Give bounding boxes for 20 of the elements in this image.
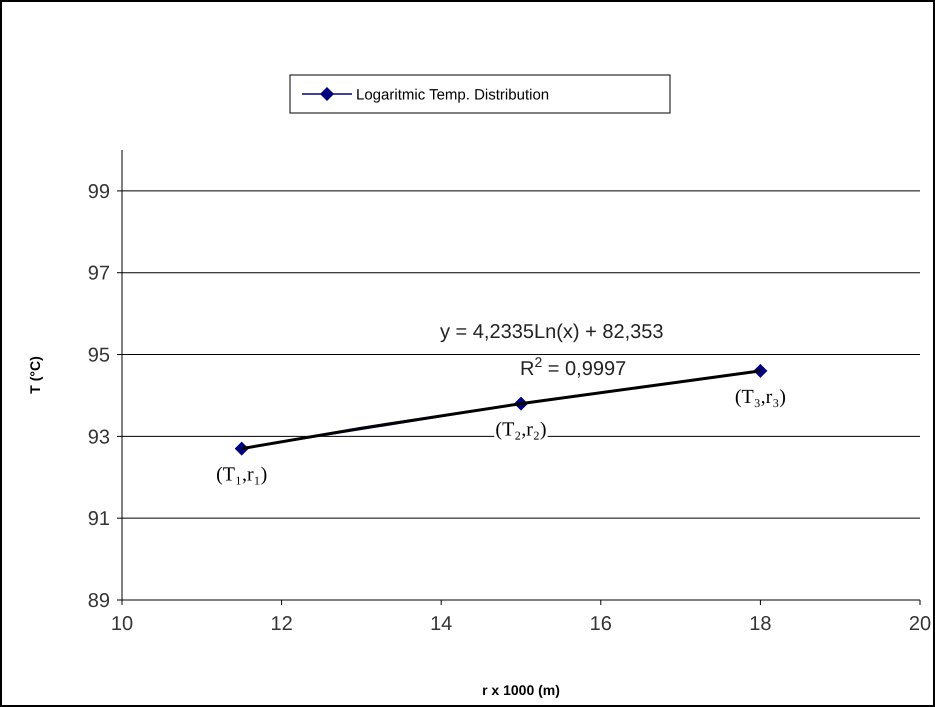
y-axis-title: T (°C) bbox=[27, 356, 43, 394]
y-tick-label: 93 bbox=[88, 426, 110, 448]
annotation: R$^{2}$ = 0,9997 bbox=[520, 354, 626, 380]
annotation: (T₃,r₃) bbox=[734, 386, 786, 408]
y-tick-label: 97 bbox=[88, 262, 110, 285]
annotation: y = 4,2335Ln(x) + 82,353 bbox=[440, 321, 664, 343]
x-tick-label: 16 bbox=[590, 613, 612, 635]
annotation: (T₁,r₁) bbox=[216, 464, 268, 486]
y-tick-label: 91 bbox=[88, 508, 110, 530]
x-tick-label: 18 bbox=[749, 613, 772, 635]
x-tick-label: 20 bbox=[908, 613, 932, 635]
x-tick-label: 10 bbox=[110, 613, 134, 635]
y-tick-label: 99 bbox=[88, 180, 110, 203]
x-axis-title: r x 1000 (m) bbox=[482, 682, 560, 698]
legend-label: Logaritmic Temp. Distribution bbox=[356, 86, 550, 104]
x-tick-label: 14 bbox=[430, 613, 452, 635]
y-tick-label: 89 bbox=[88, 590, 110, 612]
y-tick-label: 95 bbox=[88, 344, 110, 367]
annotation: (T₂,r₂) bbox=[495, 418, 547, 441]
x-tick-label: 12 bbox=[270, 613, 293, 635]
